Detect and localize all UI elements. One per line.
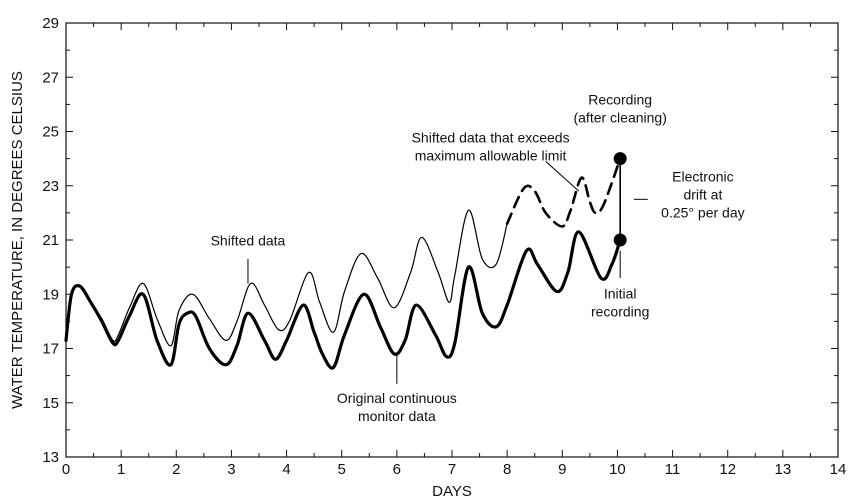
x-tick-label: 8	[503, 461, 511, 478]
series-line-exceeds	[505, 157, 622, 228]
x-tick-label: 10	[609, 461, 626, 478]
annotation-shifted-data: Shifted data	[211, 232, 286, 248]
x-tick-label: 4	[282, 461, 290, 478]
y-tick-label: 19	[42, 286, 59, 303]
x-tick-label: 13	[775, 461, 792, 478]
series-layer	[64, 152, 627, 370]
x-tick-label: 6	[393, 461, 401, 478]
x-tick-label: 7	[448, 461, 456, 478]
recording-after-cleaning-point	[613, 152, 627, 166]
annotations-layer: Shifted data Original continuous monitor d…	[211, 91, 745, 423]
x-tick-label: 0	[62, 461, 70, 478]
y-tick-label: 25	[42, 124, 59, 141]
annotation-original-data: Original continuous monitor data	[337, 390, 457, 424]
annotation-recording-after-cleaning: Recording (after cleaning)	[573, 91, 666, 125]
annotation-initial-recording: Initial recording	[591, 285, 649, 319]
x-tick-label: 2	[172, 461, 180, 478]
x-tick-label: 12	[719, 461, 736, 478]
y-tick-label: 15	[42, 395, 59, 412]
y-tick-label: 21	[42, 232, 59, 249]
series-line-original	[64, 230, 622, 370]
annotation-exceeds-limit-leader	[545, 160, 580, 192]
y-tick-label: 23	[42, 178, 59, 195]
y-axis-title: WATER TEMPERATURE, IN DEGREES CELSIUS	[9, 71, 26, 409]
x-tick-label: 1	[117, 461, 125, 478]
x-tick-label: 3	[227, 461, 235, 478]
x-tick-label: 14	[830, 461, 847, 478]
y-tick-label: 29	[42, 15, 59, 32]
y-tick-label: 17	[42, 341, 59, 358]
annotation-exceeds-limit: Shifted data that exceeds maximum allowab…	[412, 129, 570, 163]
y-tick-label: 13	[42, 449, 59, 466]
series-line-shifted	[65, 209, 508, 347]
x-tick-label: 11	[665, 461, 681, 478]
x-tick-label: 5	[338, 461, 346, 478]
y-tick-label: 27	[42, 69, 59, 86]
x-axis-title: DAYS	[432, 483, 472, 500]
annotation-electronic-drift: Electronic drift at 0.25° per day	[661, 169, 744, 221]
initial-recording-point	[613, 233, 627, 247]
x-tick-label: 9	[558, 461, 566, 478]
